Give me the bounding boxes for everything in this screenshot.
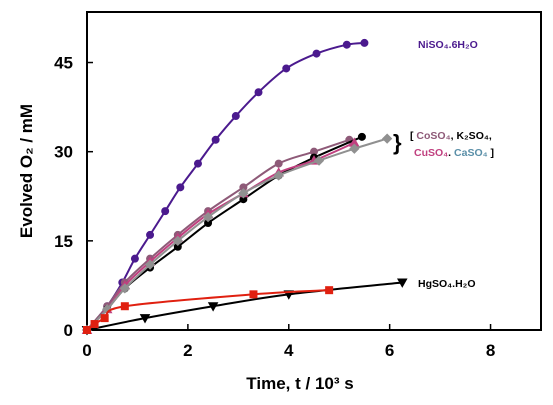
annotation-group-line1: [ CoSO₄, K₂SO₄, — [410, 130, 492, 142]
data-point — [238, 188, 249, 199]
bracket-open: [ — [410, 130, 416, 142]
x-tick-label: 0 — [82, 341, 91, 360]
y-axis-title: Evolved O₂ / mM — [17, 104, 36, 238]
y-tick-label: 45 — [54, 54, 73, 73]
data-point — [282, 64, 291, 73]
data-point — [130, 254, 139, 263]
plot-frame — [86, 11, 542, 331]
data-point — [146, 230, 155, 239]
data-point — [119, 283, 130, 294]
data-point — [349, 143, 360, 154]
series-5 — [81, 278, 408, 336]
data-point — [360, 38, 369, 47]
data-point — [176, 183, 185, 192]
x-tick-label: 4 — [284, 341, 294, 360]
label-cuso4: CuSO₄ — [414, 147, 448, 159]
data-point — [342, 40, 351, 49]
data-point — [83, 325, 92, 334]
data-point — [202, 211, 214, 223]
sep-2: . — [448, 147, 454, 159]
data-point — [211, 135, 220, 144]
label-coso4: CoSO₄ — [416, 130, 450, 142]
data-point — [161, 207, 170, 216]
y-tick-label: 30 — [54, 143, 73, 162]
data-point — [313, 155, 325, 166]
bracket-close: ] — [488, 147, 494, 159]
x-axis-title: Time, t / 10³ s — [246, 374, 353, 393]
label-k2so4: K₂SO₄, — [456, 130, 491, 142]
sep-1: , — [451, 130, 457, 142]
series-line — [86, 138, 350, 331]
x-tick-label: 8 — [486, 341, 495, 360]
y-tick-label: 0 — [64, 321, 73, 340]
y-tick-label: 15 — [54, 232, 73, 251]
data-point — [274, 159, 283, 168]
series-line — [86, 141, 355, 331]
series-layer — [81, 38, 408, 336]
x-tick-label: 6 — [385, 341, 394, 360]
label-caso4: CaSO₄ — [454, 147, 488, 159]
data-point — [273, 170, 284, 181]
axis-ticks: 0 2 4 6 8 0 15 30 45 — [54, 54, 495, 360]
data-point — [90, 320, 99, 329]
series-6 — [83, 286, 334, 334]
series-line — [86, 135, 363, 331]
annotation-hgso4: HgSO₄.H₂O — [418, 278, 476, 290]
data-point — [120, 302, 129, 311]
data-point — [231, 112, 240, 121]
series-line — [86, 281, 403, 331]
data-point — [325, 286, 334, 295]
data-point — [254, 88, 263, 97]
group-brace: } — [393, 130, 402, 155]
data-point — [144, 259, 156, 270]
data-point — [381, 133, 393, 144]
data-point — [100, 314, 109, 323]
data-point — [357, 132, 366, 141]
data-point — [193, 159, 202, 168]
data-point — [312, 49, 321, 58]
annotation-niso4: NiSO₄.6H₂O — [418, 39, 478, 51]
data-point — [396, 278, 408, 288]
x-tick-label: 2 — [183, 341, 192, 360]
data-point — [249, 290, 258, 299]
data-point — [172, 235, 183, 247]
data-point — [139, 314, 151, 324]
data-point — [207, 302, 219, 312]
annotation-group-line2: CuSO₄. CaSO₄ ] — [414, 147, 494, 159]
